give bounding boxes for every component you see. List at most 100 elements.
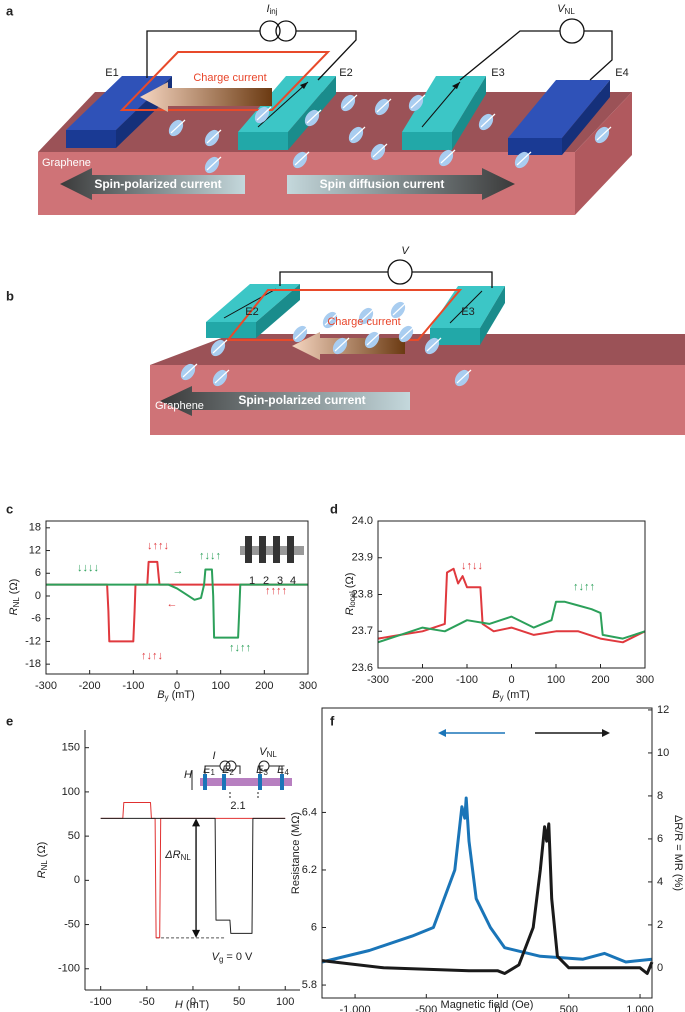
- inset-electrode: [280, 774, 284, 790]
- annotation: ↑↓↑↓: [141, 650, 163, 662]
- arrow-label: Spin-polarized current: [94, 177, 221, 191]
- spin-arrow: [206, 156, 222, 171]
- x-axis-label-tail: (mT): [504, 689, 530, 701]
- spin-arrow: [440, 149, 456, 164]
- charge-label: Charge current: [193, 72, 266, 84]
- y-tick-label: 0: [35, 590, 41, 602]
- material-label: Graphene: [155, 400, 204, 412]
- x-tick-label: 1,000: [626, 1004, 654, 1012]
- spin-arrow: [214, 369, 230, 384]
- source-label: Iinj: [266, 3, 277, 16]
- graphene-front: [150, 365, 685, 435]
- x-axis-label-main: B: [492, 689, 499, 701]
- annotation: VNL: [259, 746, 277, 759]
- meter-sub: NL: [565, 7, 576, 16]
- annotation: ←: [167, 598, 178, 610]
- electrode-label: E1: [105, 67, 118, 79]
- x-axis-label: H (mT): [175, 999, 209, 1011]
- electrode-label: E2: [339, 67, 352, 79]
- spin-arrow: [596, 126, 612, 141]
- annotation: ↓↑↓↓: [461, 560, 483, 572]
- spin-arrow: [516, 151, 532, 166]
- arrow-label: Spin diffusion current: [320, 177, 445, 191]
- y-tick-label: 12: [29, 544, 41, 556]
- inset-electrode: [203, 774, 207, 790]
- y-tick-label: 5.8: [302, 979, 317, 991]
- inset-wire: [269, 765, 283, 774]
- electrode-label: E3: [491, 67, 504, 79]
- source-main: I: [266, 3, 269, 15]
- sweep-arrowhead: [438, 729, 446, 737]
- x-tick-label: 300: [299, 680, 317, 692]
- x-axis-label-main: H: [175, 999, 183, 1011]
- spin-polarized-arrow: [60, 168, 245, 200]
- chart-d: -300 -200 -100 0 100 200 300 23.6 23.7 23.8 23.9 24…: [330, 501, 654, 702]
- plot-frame: [321, 707, 653, 999]
- x-tick-label: -1,000: [339, 1004, 370, 1012]
- x-tick-label: -500: [415, 1004, 437, 1012]
- annotation: ↑↓↓↑: [199, 550, 221, 562]
- y2-tick-label: 2: [657, 919, 663, 931]
- spin-arrow: [366, 331, 382, 346]
- y-tick-label: 24.0: [352, 515, 373, 527]
- x-tick-label: 200: [591, 674, 609, 686]
- electrode-label: E4: [615, 67, 628, 79]
- inset-electrode: [259, 536, 266, 563]
- inset-electrode: [258, 774, 262, 790]
- x-tick-label: 0: [494, 1004, 500, 1012]
- annotation: ΔRNL: [164, 849, 191, 862]
- graphene-side: [575, 92, 632, 215]
- x-axis-label: Magnetic field (Oe): [441, 999, 534, 1011]
- data-line: [321, 796, 653, 964]
- annotation-tail: = 0 V: [223, 951, 253, 963]
- y-axis-label-sub: NL: [40, 860, 49, 871]
- annotation-main: I: [212, 750, 215, 762]
- annotation-sub: NL: [267, 750, 278, 759]
- y-tick-label: 0: [74, 874, 80, 886]
- annotation: ↓↓↓↓: [77, 562, 99, 574]
- inset-electrode: [287, 536, 294, 563]
- y-tick-label: 50: [68, 830, 80, 842]
- y-axis-label: RNL (Ω): [36, 842, 49, 879]
- spin-arrow: [456, 369, 472, 384]
- spin-arrow: [212, 339, 228, 354]
- x-axis-label-sub: y: [500, 693, 504, 702]
- spin-arrow: [182, 363, 198, 378]
- x-tick-label: -100: [122, 680, 144, 692]
- y-tick-label: 23.7: [352, 625, 373, 637]
- meter-main: V: [557, 3, 566, 15]
- annotation: 2: [263, 575, 269, 587]
- diagram-b: b V E2 E3 Charge current Graphene Spin-p…: [6, 245, 685, 435]
- data-line: [100, 802, 286, 939]
- data-line: [377, 567, 646, 644]
- annotation: →: [173, 565, 184, 577]
- y-axis-label-tail: (Ω): [344, 573, 356, 592]
- delta-arrowhead: [192, 929, 201, 938]
- x-axis-label-main: B: [157, 689, 164, 701]
- y-axis-label-main: R: [36, 870, 48, 878]
- y-axis-label-sub: local: [348, 591, 357, 608]
- x-tick-label: -200: [411, 674, 433, 686]
- material-label: Graphene: [42, 157, 91, 169]
- y2-tick-label: 6: [657, 833, 663, 845]
- charge-arrow: [140, 82, 272, 112]
- panel-letter: c: [6, 501, 13, 516]
- y-tick-label: -100: [58, 963, 80, 975]
- annotation-main: V: [259, 746, 268, 758]
- spin-arrow: [372, 143, 388, 158]
- annotation-sub: g: [219, 955, 223, 964]
- annotation: 2.1: [230, 800, 245, 812]
- annotation-sub: 2: [229, 768, 233, 777]
- spin-arrow: [334, 337, 350, 352]
- y-axis-label: Resistance (MΩ): [290, 812, 302, 894]
- circuit: [146, 18, 613, 81]
- electrode-e3: [430, 286, 505, 345]
- annotation: ↑↑↑↑: [265, 585, 287, 597]
- x-tick-label: 300: [636, 674, 654, 686]
- chart-e: -100 -50 0 50 100 -100 -50 0 50 100 150 e H (mT) RNL …: [6, 713, 300, 1011]
- x-tick-label: 200: [255, 680, 273, 692]
- spin-arrow: [306, 109, 322, 124]
- y2-tick-label: 12: [657, 704, 669, 716]
- y-axis-label-tail: (Ω): [8, 579, 20, 598]
- x-tick-label: -100: [90, 996, 112, 1008]
